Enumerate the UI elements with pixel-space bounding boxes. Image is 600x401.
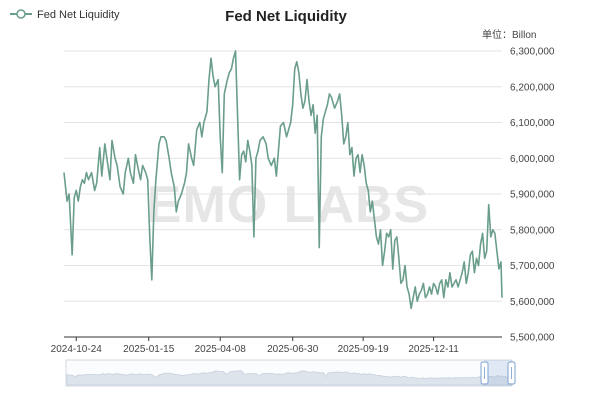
x-axis-labels: 2024-10-24 2025-01-15 2025-04-08 2025-06-30… — [51, 344, 460, 355]
legend-label: Fed Net Liquidity — [37, 9, 120, 21]
y-tick-label: 6,100,000 — [510, 118, 555, 129]
x-tick-label: 2025-09-19 — [338, 344, 390, 355]
watermark: EMO LABS — [147, 176, 429, 234]
y-tick-label: 5,600,000 — [510, 297, 555, 308]
x-axis-ticks — [75, 337, 435, 341]
y-axis-labels: 5,500,000 5,600,000 5,700,000 5,800,000 5,90… — [510, 47, 555, 344]
x-tick-label: 2025-12-11 — [408, 344, 459, 355]
x-tick-label: 2025-04-08 — [195, 344, 247, 355]
chart-title: Fed Net Liquidity — [225, 8, 347, 25]
y-tick-label: 6,200,000 — [510, 82, 555, 93]
zoom-slider-window[interactable] — [484, 360, 512, 386]
x-tick-label: 2024-10-24 — [51, 344, 103, 355]
zoom-slider-preview — [66, 370, 512, 386]
y-tick-label: 6,000,000 — [510, 154, 555, 165]
y-tick-label: 5,900,000 — [510, 190, 555, 201]
legend-marker-icon — [16, 9, 26, 19]
zoom-slider[interactable] — [65, 359, 516, 387]
series-line — [63, 50, 503, 310]
y-tick-label: 5,500,000 — [510, 333, 555, 344]
x-tick-label: 2025-01-15 — [123, 344, 175, 355]
x-tick-label: 2025-06-30 — [267, 344, 319, 355]
legend[interactable]: Fed Net Liquidity — [10, 9, 120, 21]
y-tick-label: 6,300,000 — [510, 47, 555, 58]
grid — [64, 50, 502, 302]
y-tick-label: 5,800,000 — [510, 225, 555, 236]
unit-label: 单位：Billon — [482, 28, 536, 41]
y-tick-label: 5,700,000 — [510, 261, 555, 272]
